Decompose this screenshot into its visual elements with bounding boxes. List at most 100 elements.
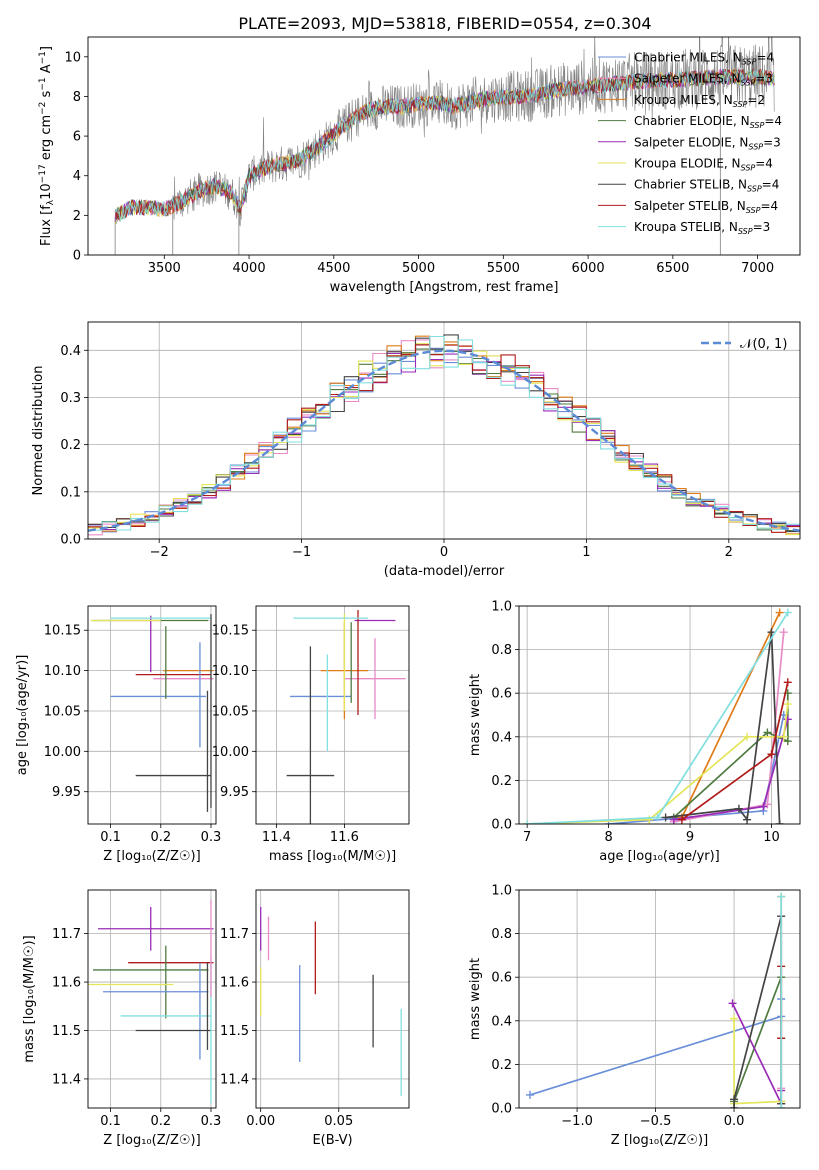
y-tick-label: 10.15 <box>44 624 81 639</box>
y-tick-label: 0.8 <box>491 643 512 658</box>
weight-marker <box>759 802 768 811</box>
legend-label: Salpeter MILES, NSSP=3 <box>634 72 773 88</box>
model-spectrum-line <box>114 69 775 223</box>
x-tick-label: 8 <box>604 830 612 845</box>
x-tick-label: 9 <box>686 830 694 845</box>
x-tick-label: 7000 <box>741 261 774 276</box>
chart-residual-hist: −2 −1 0 1 2 0.0 0.1 0.2 0.3 0.4 (data-model)/error… <box>31 321 801 579</box>
y-tick-label: 11.5 <box>52 1024 81 1039</box>
y-tick-label: 0.0 <box>60 533 81 548</box>
x-axis-label: Z [log₁₀(Z/Z☉)] <box>611 1133 708 1148</box>
chart-weight_vs_Z: −1.0 −0.5 0.0 0.0 0.2 0.4 0.6 0.8 1.0 Z [log₁₀(Z/… <box>468 884 801 1148</box>
x-tick-label: −1.0 <box>561 1114 593 1129</box>
x-tick-label: 0.05 <box>324 1114 353 1129</box>
model-spectrum-line <box>114 68 775 223</box>
weight-marker <box>783 678 792 687</box>
y-axis-label: mass weight <box>468 674 483 756</box>
weight-marker <box>767 750 776 759</box>
x-tick-label: 2 <box>725 545 733 560</box>
axes-frame <box>518 605 801 825</box>
weight-line <box>527 612 789 824</box>
chart-age_vs_Z: 0.1 0.2 0.3 9.95 10.00 10.05 10.10 10.15 Z [log₁… <box>15 605 222 864</box>
legend-label: Salpeter STELIB, NSSP=4 <box>634 199 778 215</box>
weight-marker <box>783 737 792 746</box>
y-tick-label: 11.6 <box>220 976 249 991</box>
weight-marker <box>525 1090 534 1099</box>
y-tick-label: 11.6 <box>52 976 81 991</box>
weight-marker <box>730 1095 739 1104</box>
y-tick-label: 0.3 <box>60 391 81 406</box>
weight-marker <box>783 608 792 617</box>
x-axis-label: wavelength [Angstrom, rest frame] <box>330 280 559 295</box>
y-tick-label: 0.2 <box>60 438 81 453</box>
weight-marker <box>777 1104 786 1108</box>
axes-frame <box>518 889 801 1109</box>
x-tick-label: 6000 <box>572 261 605 276</box>
legend-label: Salpeter ELODIE, NSSP=3 <box>634 135 781 151</box>
model-spectrum-line <box>114 68 775 221</box>
x-axis-label: mass [log₁₀(M/M☉)] <box>269 849 396 864</box>
weight-marker <box>743 815 752 824</box>
y-tick-label: 10 <box>64 50 81 65</box>
x-tick-label: 5000 <box>402 261 435 276</box>
figure-title: PLATE=2093, MJD=53818, FIBERID=0554, z=0… <box>238 14 651 33</box>
y-tick-label: 9.95 <box>220 785 249 800</box>
x-tick-label: 0.3 <box>201 830 222 845</box>
y-tick-label: 6 <box>73 130 81 145</box>
axes-frame <box>255 889 410 1109</box>
chart-mass_vs_Z: 0.1 0.2 0.3 11.4 11.5 11.6 11.7 Z [log₁₀(Z/Z☉)]… <box>22 889 222 1148</box>
legend-label: Kroupa ELODIE, NSSP=4 <box>634 157 773 173</box>
x-tick-label: 0.3 <box>201 1114 222 1129</box>
y-tick-label: 1.0 <box>491 600 512 615</box>
y-tick-label: 0.2 <box>491 774 512 789</box>
x-axis-label: (data-model)/error <box>384 564 505 579</box>
y-tick-label: 0.1 <box>60 485 81 500</box>
chart-age_vs_mass: 11.4 11.6 9.95 10.00 10.05 10.10 10.15 mass [lo… <box>212 605 410 864</box>
weight-marker <box>779 732 788 741</box>
chart-mass_vs_EBV: 0.00 0.05 11.4 11.5 11.6 11.7 E(B-V) <box>220 889 410 1148</box>
spectrum-legend: Chabrier MILES, NSSP=4 Salpeter MILES, NS… <box>598 51 782 236</box>
y-tick-label: 0.0 <box>491 1102 512 1117</box>
legend-label: Chabrier ELODIE, NSSP=4 <box>634 114 782 130</box>
y-tick-label: 10.10 <box>44 664 81 679</box>
y-tick-label: 11.7 <box>52 927 81 942</box>
x-axis-label: age [log₁₀(age/yr)] <box>599 849 720 864</box>
y-tick-label: 11.4 <box>52 1072 81 1087</box>
legend-label: 𝒩(0, 1) <box>740 337 787 352</box>
weight-marker <box>523 820 532 824</box>
normal-curve <box>88 349 800 532</box>
y-tick-label: 11.5 <box>220 1024 249 1039</box>
x-tick-label: −1 <box>292 545 311 560</box>
y-tick-label: 0.4 <box>491 1014 512 1029</box>
weight-marker <box>730 1104 739 1108</box>
x-tick-label: 0.0 <box>724 1114 745 1129</box>
weight-line <box>733 976 782 1102</box>
x-tick-label: 5500 <box>487 261 520 276</box>
y-tick-label: 1.0 <box>491 884 512 899</box>
x-tick-label: 0.00 <box>246 1114 275 1129</box>
y-tick-label: 0.6 <box>491 687 512 702</box>
legend-label: Kroupa MILES, NSSP=2 <box>634 93 765 109</box>
weight-marker <box>661 813 670 822</box>
y-tick-label: 4 <box>73 169 81 184</box>
weight-marker <box>775 820 784 824</box>
x-tick-label: 0 <box>440 545 448 560</box>
plot-area <box>260 906 402 1096</box>
y-tick-label: 11.7 <box>220 927 249 942</box>
axes-frame <box>87 605 217 825</box>
plot-area <box>114 37 775 255</box>
weight-marker <box>645 815 654 824</box>
x-tick-label: 0.2 <box>150 1114 171 1129</box>
y-axis-label: mass [log₁₀(M/M☉)] <box>22 935 37 1062</box>
chart-spectrum: 3500 4000 4500 5000 5500 6000 6500 7000 0 2 4 6 8 10 w… <box>38 36 801 295</box>
axes-frame <box>87 36 801 256</box>
y-tick-label: 10.15 <box>212 624 249 639</box>
x-tick-label: 0.2 <box>150 830 171 845</box>
y-tick-label: 0 <box>73 249 81 264</box>
plot-area <box>88 899 214 1104</box>
x-axis-label: E(B-V) <box>312 1133 352 1148</box>
weight-marker <box>653 813 662 822</box>
weight-marker <box>677 815 686 824</box>
y-tick-label: 0.6 <box>491 971 512 986</box>
weight-marker <box>775 608 784 617</box>
